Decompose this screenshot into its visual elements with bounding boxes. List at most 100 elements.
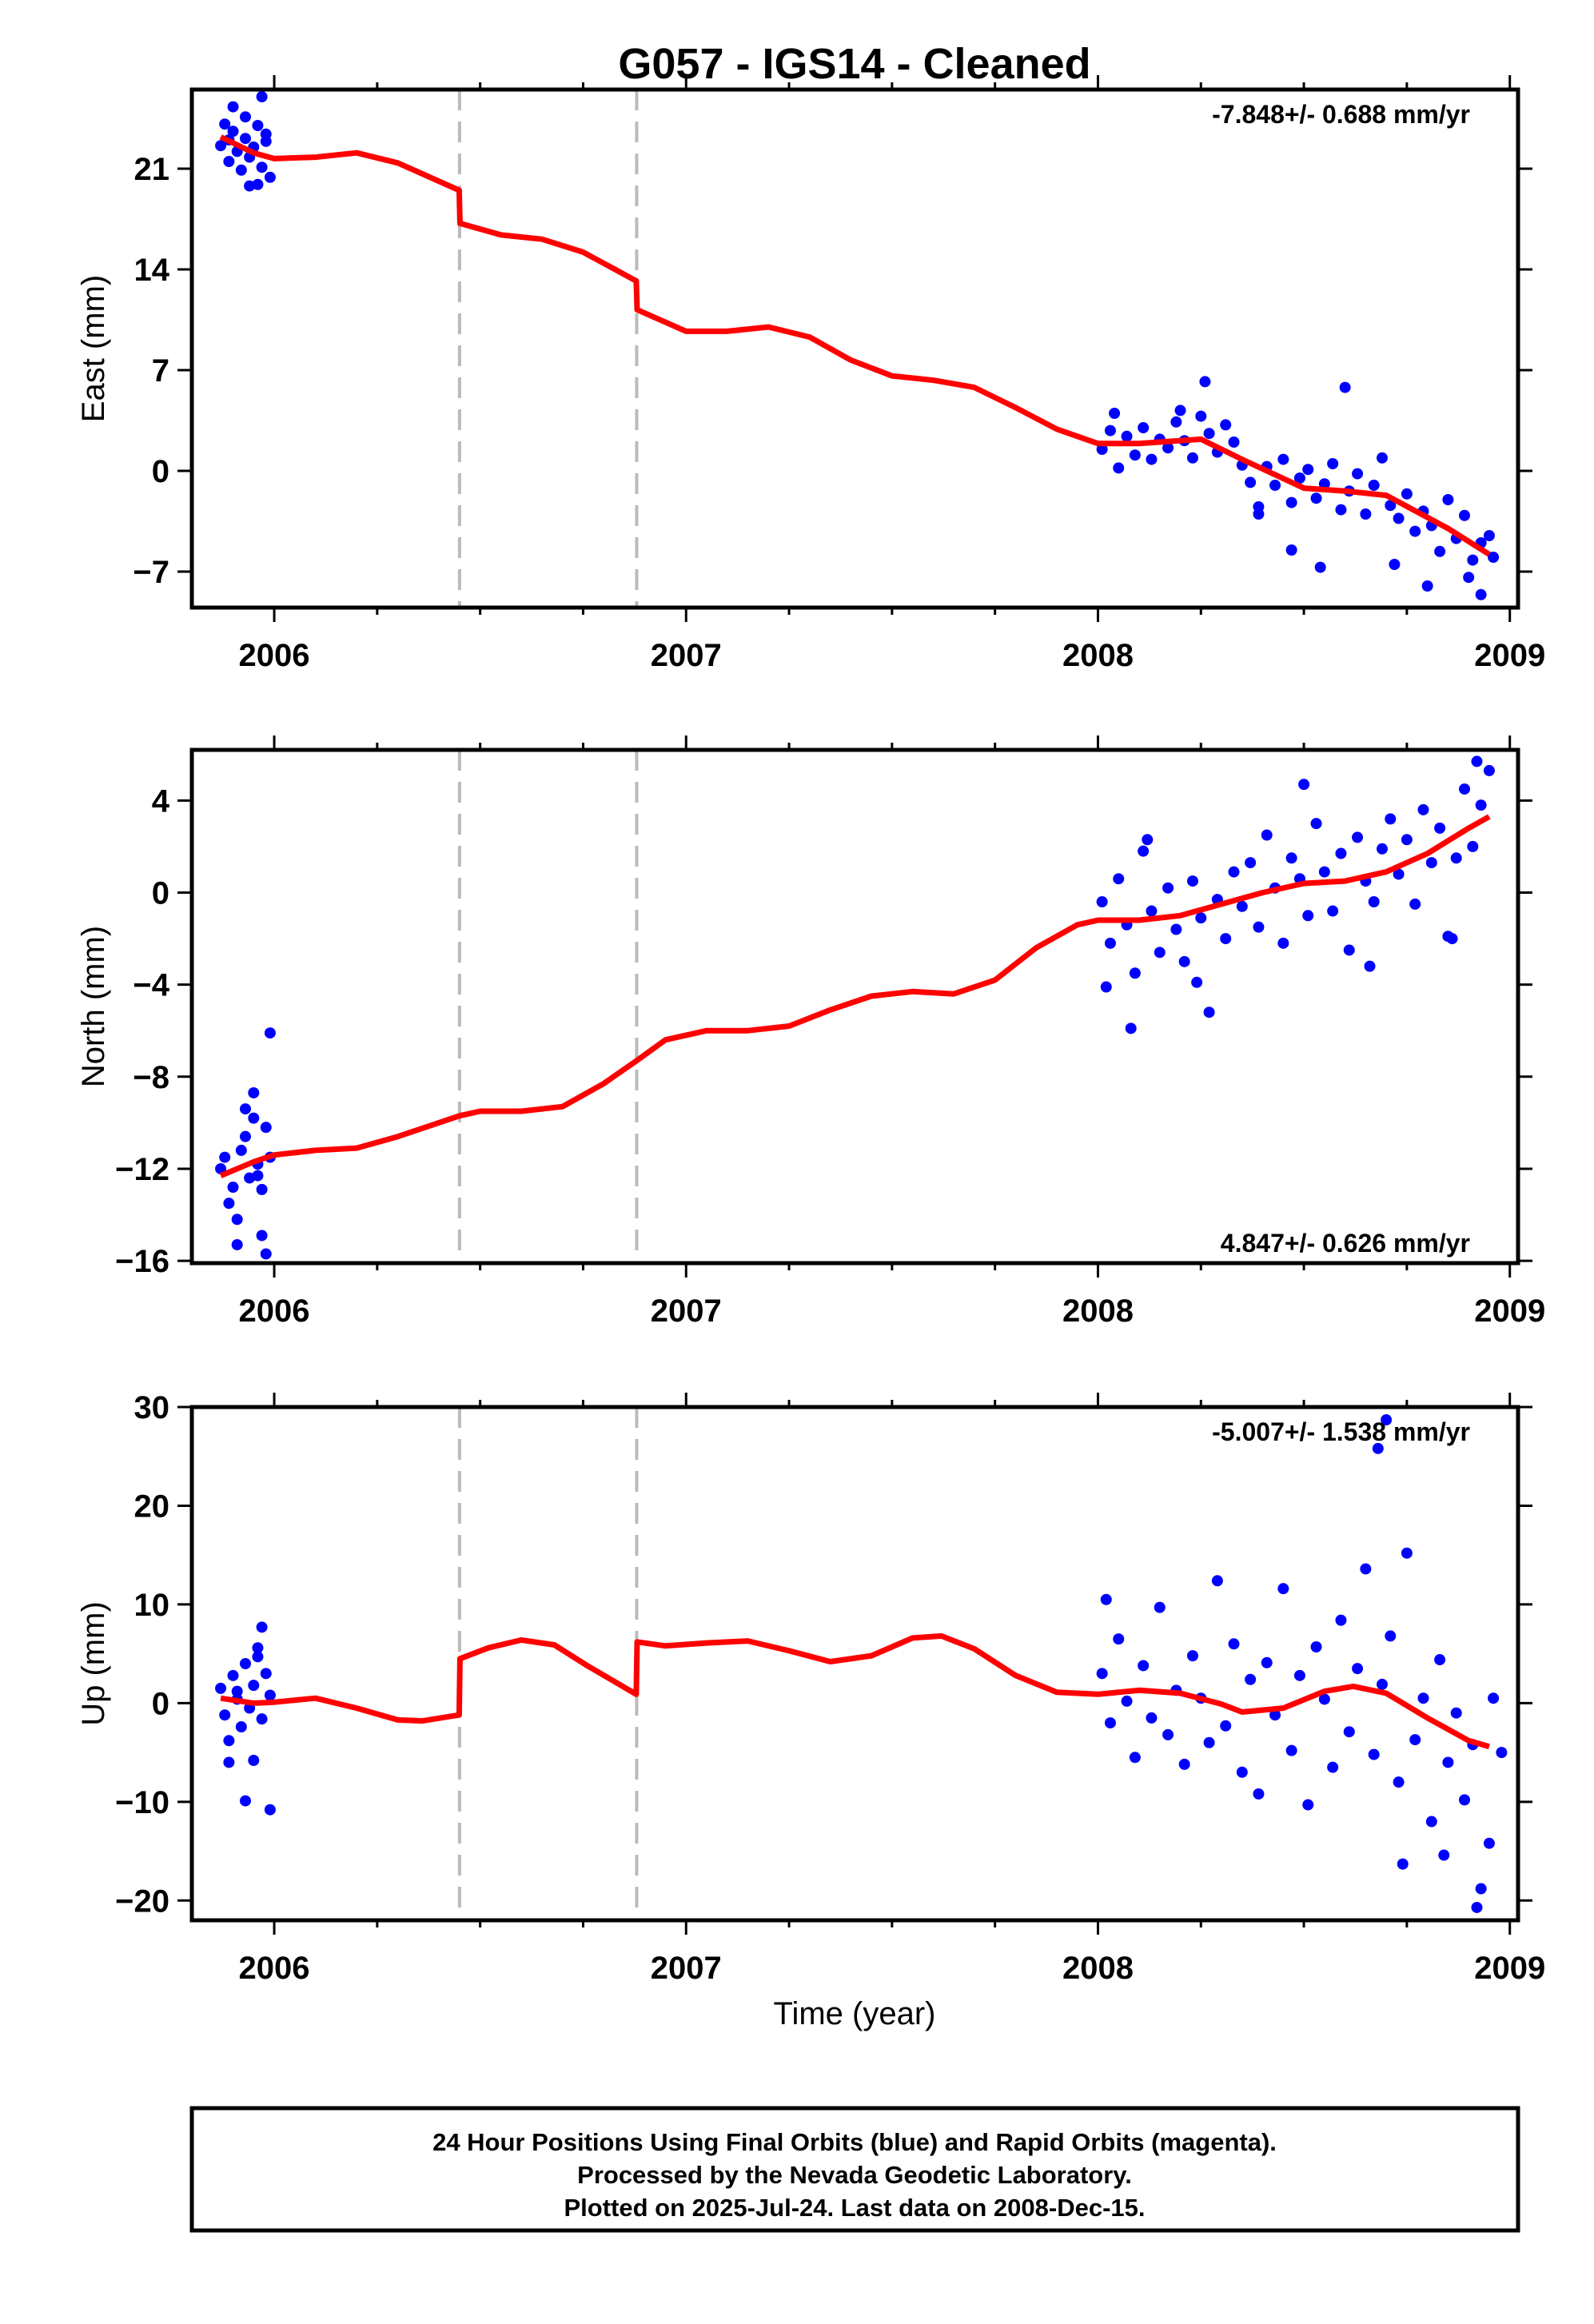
up-point-17 (248, 1754, 260, 1766)
up-point-66 (1475, 1883, 1487, 1895)
up-point-55 (1385, 1630, 1397, 1642)
up-point-39 (1253, 1788, 1265, 1800)
north-x-tick-label-1: 2007 (651, 1294, 722, 1329)
north-point-38 (1245, 857, 1257, 869)
footer-line-3: Plotted on 2025-Jul-24. Last data on 200… (564, 2194, 1145, 2222)
east-plot-frame (189, 87, 1520, 610)
east-point-10 (256, 161, 268, 173)
up-point-14 (264, 1804, 276, 1816)
panels: 2006 2007 2008 2009 −7 0 7 14 21 East (mm) -7.848+… (76, 75, 1545, 1986)
up-point-34 (1211, 1575, 1223, 1587)
up-y-tick-label-1: −10 (115, 1785, 169, 1820)
north-point-50 (1343, 944, 1355, 956)
east-point-65 (1467, 554, 1479, 566)
up-point-60 (1425, 1816, 1437, 1828)
east-point-61 (1434, 545, 1446, 557)
east-point-25 (1138, 422, 1150, 433)
up-point-36 (1228, 1638, 1240, 1650)
east-point-52 (1360, 508, 1372, 520)
east-x-tick-label-3: 2009 (1474, 638, 1545, 673)
east-point-13 (227, 101, 239, 113)
north-point-14 (264, 1027, 276, 1039)
north-point-51 (1352, 831, 1364, 843)
up-point-19 (231, 1685, 243, 1697)
up-point-50 (1343, 1726, 1355, 1738)
east-y-tick-label-0: −7 (133, 555, 169, 590)
east-point-57 (1401, 488, 1413, 500)
up-point-73 (1488, 1692, 1500, 1704)
up-point-63 (1450, 1707, 1462, 1719)
north-point-68 (1100, 981, 1112, 993)
east-point-22 (1113, 462, 1125, 474)
north-point-5 (235, 1144, 247, 1156)
up-point-57 (1401, 1547, 1413, 1559)
north-point-42 (1277, 937, 1289, 949)
panel-up: 2006 2007 2008 2009 −20 −10 0 10 20 30 Up (mm) -5.0… (76, 1390, 1545, 1986)
east-point-23 (1121, 430, 1133, 442)
up-point-51 (1352, 1663, 1364, 1675)
north-point-69 (1125, 1022, 1137, 1034)
north-point-33 (1203, 1007, 1215, 1018)
north-point-72 (1298, 779, 1310, 791)
north-y-tick-label-5: 4 (152, 783, 170, 819)
east-point-16 (256, 91, 268, 102)
north-point-43 (1285, 852, 1297, 864)
north-plot-frame (189, 747, 1520, 1266)
east-point-54 (1376, 452, 1388, 464)
north-point-47 (1318, 866, 1330, 878)
up-y-tick-label-3: 10 (134, 1588, 170, 1623)
east-x-tick-label-1: 2007 (651, 638, 722, 673)
up-point-74 (1496, 1747, 1508, 1759)
east-point-24 (1129, 449, 1141, 461)
east-point-71 (1253, 508, 1265, 520)
north-point-59 (1417, 803, 1429, 815)
east-point-74 (1339, 381, 1351, 393)
north-point-22 (1113, 873, 1125, 885)
east-point-56 (1393, 512, 1405, 524)
up-point-2 (223, 1735, 235, 1747)
north-point-29 (1170, 923, 1182, 935)
up-point-30 (1178, 1758, 1190, 1770)
panel-east: 2006 2007 2008 2009 −7 0 7 14 21 East (mm) -7.848+… (76, 75, 1545, 673)
up-point-64 (1459, 1794, 1471, 1806)
north-point-71 (1191, 976, 1203, 988)
up-y-tick-label-2: 0 (152, 1686, 169, 1721)
east-point-31 (1186, 452, 1198, 464)
up-point-0 (215, 1682, 227, 1694)
north-point-13 (248, 1086, 260, 1098)
up-point-75 (1100, 1593, 1112, 1605)
up-point-8 (248, 1680, 260, 1692)
north-point-27 (1154, 947, 1166, 959)
north-point-17 (256, 1230, 268, 1242)
north-point-11 (260, 1122, 272, 1134)
north-x-tick-label-0: 2006 (239, 1294, 310, 1329)
east-point-51 (1352, 468, 1364, 480)
north-point-70 (1142, 834, 1154, 846)
east-point-77 (1463, 572, 1475, 584)
up-point-20 (1096, 1668, 1108, 1680)
east-point-36 (1228, 436, 1240, 448)
east-point-68 (1109, 408, 1121, 419)
north-model-curve (219, 814, 1491, 1178)
east-y-tick-label-1: 0 (152, 454, 169, 489)
up-point-41 (1269, 1709, 1281, 1721)
up-point-38 (1245, 1673, 1257, 1685)
up-point-18 (252, 1651, 264, 1663)
up-point-45 (1302, 1799, 1314, 1811)
up-point-52 (1360, 1563, 1372, 1575)
up-point-27 (1154, 1601, 1166, 1613)
up-point-59 (1417, 1692, 1429, 1704)
north-point-66 (1475, 799, 1487, 811)
north-point-4 (231, 1214, 243, 1226)
east-rate-label: -7.848+/- 0.688 mm/yr (1212, 100, 1470, 129)
east-point-33 (1203, 428, 1215, 440)
north-point-54 (1376, 843, 1388, 855)
up-model-curve (220, 1632, 1490, 1750)
up-point-22 (1113, 1633, 1125, 1645)
east-point-3 (227, 126, 239, 138)
east-y-axis-label: East (mm) (76, 275, 111, 422)
east-point-21 (1104, 425, 1116, 436)
east-point-32 (1195, 410, 1207, 422)
up-point-10 (256, 1713, 268, 1725)
north-y-axis-label: North (mm) (76, 926, 111, 1087)
